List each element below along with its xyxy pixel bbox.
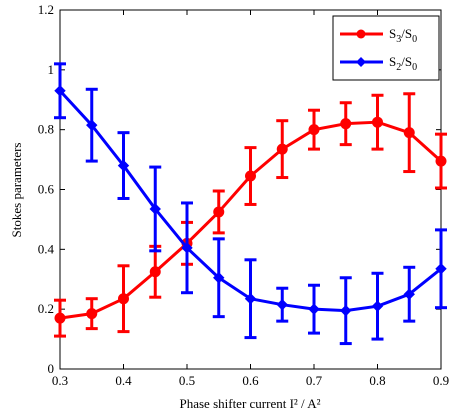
data-point: [435, 263, 447, 275]
y-tick-label: 0.8: [38, 122, 54, 137]
data-point: [403, 127, 415, 139]
data-point: [276, 298, 288, 311]
y-tick-label: 0.4: [38, 241, 55, 256]
data-point: [54, 85, 66, 97]
data-point: [181, 242, 193, 254]
legend-label: S3/S0: [389, 26, 417, 45]
series-2: [54, 62, 447, 346]
x-axis-title-part1: Phase shifter current I² / A²: [179, 396, 320, 411]
data-point: [244, 292, 257, 305]
data-point: [118, 293, 129, 305]
data-point: [308, 303, 320, 315]
data-point: [149, 203, 161, 215]
legend-box: [332, 15, 440, 81]
series-1: [54, 92, 447, 338]
data-point: [276, 143, 288, 155]
y-tick-label: 0.6: [38, 182, 55, 197]
y-tick-label: 0.2: [38, 301, 54, 316]
axis-ticks: 0.3 0.4 0.5 0.6 0.7 0.8 0.9 0 0.2 0.4 0.6 0.8 1 1.2: [38, 2, 449, 388]
legend-swatch-marker: [356, 57, 366, 67]
x-tick-label: 0.8: [369, 373, 385, 388]
legend-swatch-marker: [356, 29, 366, 39]
data-point: [117, 159, 130, 172]
data-point: [213, 272, 225, 284]
data-point: [86, 308, 98, 320]
x-tick-label: 0.7: [306, 373, 323, 388]
x-tick-label: 0.3: [52, 373, 68, 388]
legend-label: S2/S0: [389, 54, 417, 73]
x-tick-label: 0.4: [115, 373, 132, 388]
data-point: [371, 300, 384, 312]
data-point: [86, 119, 98, 131]
legend: S3/S0 S2/S0: [332, 15, 440, 81]
data-point: [54, 312, 66, 324]
data-point: [308, 124, 320, 136]
x-tick-label: 0.6: [242, 373, 259, 388]
x-axis-title: Phase shifter current I² / A²: [179, 396, 320, 411]
data-point: [403, 288, 415, 300]
y-axis-title: Stokes parameters: [9, 143, 24, 238]
y-tick-label: 1: [48, 62, 55, 77]
data-point: [213, 206, 225, 218]
data-point: [245, 170, 256, 182]
x-tick-label: 0.9: [433, 373, 449, 388]
data-point: [149, 266, 161, 278]
x-tick-label: 0.5: [179, 373, 195, 388]
y-tick-label: 1.2: [38, 2, 54, 17]
data-point: [340, 118, 352, 130]
data-point: [372, 116, 383, 128]
series-layer: [54, 62, 447, 346]
y-tick-label: 0: [48, 361, 55, 376]
data-point: [435, 155, 447, 167]
data-point: [340, 304, 352, 317]
